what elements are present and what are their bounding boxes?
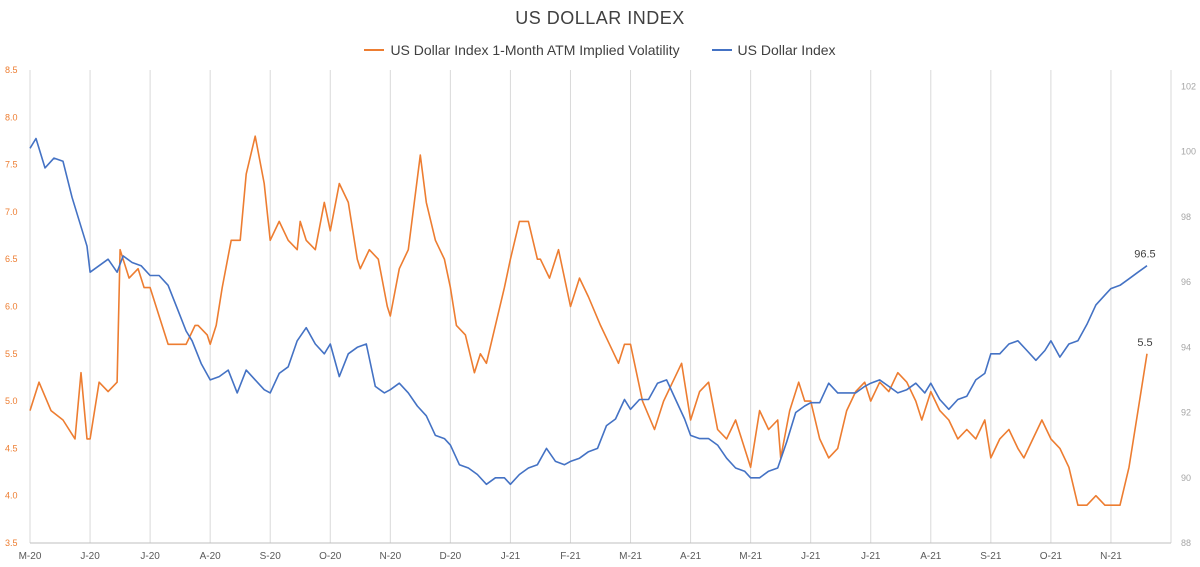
legend-swatch-volatility xyxy=(364,49,385,51)
y-left-tick-label: 7.5 xyxy=(5,160,18,170)
y-left-tick-label: 7.0 xyxy=(5,207,18,217)
y-right-tick-label: 96 xyxy=(1181,277,1191,287)
x-tick-label: M-21 xyxy=(739,551,762,562)
dollar-index-series-line xyxy=(29,137,1148,486)
x-tick-label: A-21 xyxy=(680,551,702,562)
x-tick-label: J-21 xyxy=(861,551,881,562)
y-left-tick-label: 5.0 xyxy=(5,396,18,406)
x-tick-label: N-20 xyxy=(379,551,401,562)
x-tick-label: J-20 xyxy=(80,551,100,562)
y-left-tick-label: 4.0 xyxy=(5,491,18,501)
y-right-tick-label: 102 xyxy=(1181,81,1196,91)
y-right-tick-label: 94 xyxy=(1181,342,1191,352)
y-right-tick-label: 88 xyxy=(1181,538,1191,548)
legend-item-volatility: US Dollar Index 1-Month ATM Implied Vola… xyxy=(364,42,680,58)
y-left-tick-label: 6.0 xyxy=(5,302,18,312)
x-tick-label: J-20 xyxy=(140,551,160,562)
x-tick-label: J-21 xyxy=(501,551,521,562)
y-left-tick-label: 8.5 xyxy=(5,65,18,75)
volatility-last-value-label: 5.5 xyxy=(1137,337,1152,349)
legend-label-dollar-index: US Dollar Index xyxy=(737,42,836,58)
y-right-tick-label: 90 xyxy=(1181,473,1191,483)
legend-item-dollar-index: US Dollar Index xyxy=(711,42,836,58)
chart-title: US DOLLAR INDEX xyxy=(515,8,685,28)
y-left-tick-label: 5.5 xyxy=(5,349,18,359)
volatility-series-line xyxy=(29,135,1148,507)
y-left-tick-label: 8.0 xyxy=(5,112,18,122)
y-right-tick-label: 98 xyxy=(1181,212,1191,222)
x-tick-label: D-20 xyxy=(440,551,462,562)
legend-label-volatility: US Dollar Index 1-Month ATM Implied Vola… xyxy=(390,42,680,58)
x-tick-label: M-21 xyxy=(619,551,642,562)
legend: US Dollar Index 1-Month ATM Implied Vola… xyxy=(0,38,1200,58)
x-tick-label: N-21 xyxy=(1100,551,1122,562)
x-tick-label: A-20 xyxy=(200,551,222,562)
y-right-tick-label: 100 xyxy=(1181,147,1196,157)
x-tick-label: M-20 xyxy=(19,551,42,562)
y-left-tick-label: 3.5 xyxy=(5,538,18,548)
x-tick-label: A-21 xyxy=(920,551,942,562)
x-tick-label: O-20 xyxy=(319,551,342,562)
y-left-tick-label: 6.5 xyxy=(5,254,18,264)
legend-swatch-dollar-index xyxy=(711,49,732,51)
y-right-tick-label: 92 xyxy=(1181,408,1191,418)
dollar-index-last-value-label: 96.5 xyxy=(1134,249,1155,261)
x-tick-label: F-21 xyxy=(560,551,581,562)
x-tick-label: S-20 xyxy=(260,551,282,562)
y-left-tick-label: 4.5 xyxy=(5,443,18,453)
x-tick-label: J-21 xyxy=(801,551,821,562)
x-tick-label: S-21 xyxy=(980,551,1002,562)
x-tick-label: O-21 xyxy=(1040,551,1063,562)
